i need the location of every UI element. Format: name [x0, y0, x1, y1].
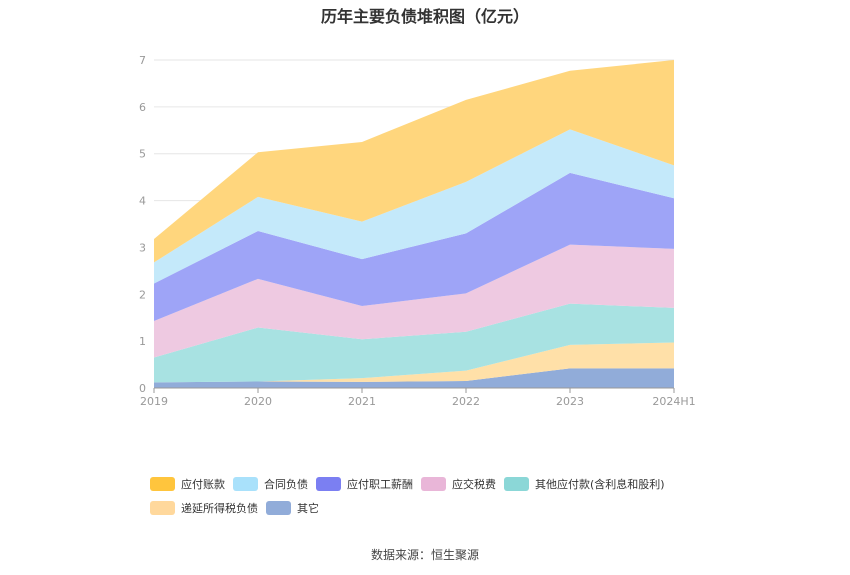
area-递延所得税负债 [154, 342, 674, 383]
legend-swatch [266, 501, 291, 515]
y-tick-label: 4 [139, 195, 146, 208]
legend-swatch [150, 477, 175, 491]
area-应付职工薪酬 [154, 172, 674, 321]
legend-swatch [504, 477, 529, 491]
data-source: 数据来源：恒生聚源 [370, 548, 479, 562]
legend-swatch [150, 501, 175, 515]
area-合同负债 [154, 129, 674, 284]
axes: 0 1 2 3 4 5 6 7 2019 2020 2021 2022 2023 2024H1 [139, 54, 696, 408]
chart-title: 历年主要负债堆积图（亿元） [320, 7, 529, 26]
x-tick-label: 2024H1 [652, 395, 695, 408]
legend-label: 应交税费 [452, 478, 496, 491]
y-tick-label: 5 [139, 148, 146, 161]
legend-item[interactable]: 应付账款 [150, 476, 225, 492]
area-应付账款 [154, 60, 674, 263]
legend-item[interactable]: 应交税费 [421, 476, 496, 492]
legend-item[interactable]: 应付职工薪酬 [316, 476, 413, 492]
legend-item[interactable]: 合同负债 [233, 476, 308, 492]
y-tick-label: 2 [139, 288, 146, 301]
y-tick-label: 0 [139, 382, 146, 395]
legend-label: 合同负债 [264, 478, 308, 491]
stacked-area-chart: 0 1 2 3 4 5 6 7 2019 2020 2021 2022 2023 2024H1 [139, 54, 696, 408]
legend-swatch [316, 477, 341, 491]
y-tick-label: 3 [139, 241, 146, 254]
x-tick-label: 2022 [452, 395, 480, 408]
legend-row: 递延所得税负债 其它 [150, 496, 750, 520]
legend: 应付账款 合同负债 应付职工薪酬 应交税费 其他应付款(含利息和股利) 递延所得税负债 其… [150, 472, 750, 520]
y-tick-label: 6 [139, 101, 146, 114]
area-其它 [154, 368, 674, 388]
y-tick-label: 7 [139, 54, 146, 67]
legend-swatch [421, 477, 446, 491]
x-tick-label: 2023 [556, 395, 584, 408]
legend-item[interactable]: 其他应付款(含利息和股利) [504, 476, 665, 492]
legend-label: 其它 [297, 502, 319, 515]
area-其他应付款(含利息和股利) [154, 303, 674, 383]
legend-label: 应付职工薪酬 [347, 478, 413, 491]
legend-swatch [233, 477, 258, 491]
legend-item[interactable]: 其它 [266, 500, 319, 516]
area-layers [154, 60, 674, 388]
x-tick-label: 2020 [244, 395, 272, 408]
x-tick-label: 2021 [348, 395, 376, 408]
legend-row: 应付账款 合同负债 应付职工薪酬 应交税费 其他应付款(含利息和股利) [150, 472, 750, 496]
legend-label: 应付账款 [181, 478, 225, 491]
x-tick-label: 2019 [140, 395, 168, 408]
legend-label: 递延所得税负债 [181, 502, 258, 515]
legend-label: 其他应付款(含利息和股利) [535, 478, 665, 491]
y-tick-label: 1 [139, 335, 146, 348]
legend-item[interactable]: 递延所得税负债 [150, 500, 258, 516]
area-应交税费 [154, 244, 674, 358]
